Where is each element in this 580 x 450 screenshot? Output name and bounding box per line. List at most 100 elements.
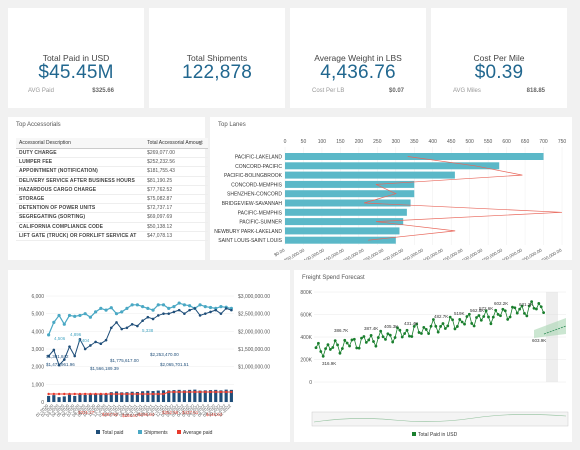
shipments-point [83,312,87,316]
total-paid-point [458,318,462,321]
data-label: 4,506 [54,336,66,341]
average-paid-point [125,392,129,396]
average-paid-point [198,390,202,394]
total-paid-bar [146,390,150,402]
shipments-point [114,312,119,316]
kpi-sub: AVG Paid $325.66 [28,88,114,94]
column-header-description[interactable]: Accessorial Description [16,138,145,149]
lane-bar [285,227,400,235]
point-label: 562.8K [470,308,484,313]
top-tick-label: 450 [447,139,456,145]
table-row[interactable]: SEGREGATING (SORTING) $69,097.69 [16,212,208,223]
total-paid-point [398,328,402,332]
average-paid-point [57,392,61,396]
table-row[interactable]: LIFT GATE (TRUCK) OR FORKLIFT SERVICE AT… [16,231,208,241]
table-row[interactable]: HAZARDOUS CARGO CHARGE $77,762.52 [16,185,208,195]
total-paid-point [412,324,416,328]
top-tick-label: 50 [301,139,307,145]
column-header-amount[interactable]: Total Accessorial Amount [144,138,208,149]
total-paid-point [515,311,519,315]
table-row[interactable]: DETENTION OF POWER UNITS $72,737.17 [16,203,208,214]
row-amount: $252,232.56 [144,157,208,168]
total-paid-point [183,312,186,315]
shipments-point [130,303,134,307]
total-paid-point [518,307,522,311]
total-paid-bar [47,395,51,402]
point-label: 519K [454,311,465,316]
row-amount: $50,138.12 [144,222,208,232]
total-paid-point [52,348,56,352]
total-paid-point [388,333,392,337]
shipments-point [135,303,139,307]
data-label: $1,775,617.00 [110,358,139,363]
total-paid-bar [135,391,139,402]
total-paid-point [503,309,507,313]
total-paid-bar [52,395,56,402]
total-paid-point [120,327,124,331]
average-paid-point [120,392,123,396]
shipments-point [125,306,129,310]
lane-bar [285,180,415,188]
total-paid-point [219,312,223,315]
table-row[interactable]: STORAGE $75,082.87 [16,194,208,205]
forecast-chart: 0 200K 400K 600K 800K 316.9K 386.7K 387.4K 405.3… [300,290,569,438]
bottom-tick-label: $200,000.00 [340,247,365,260]
top-tick-label: 750 [558,139,567,145]
row-description: DELIVERY SERVICE AFTER BUSINESS HOURS [16,176,145,186]
total-paid-bar [114,391,119,402]
total-paid-point [448,315,452,319]
lane-label: PACIFIC-LAKELAND [235,155,283,161]
kpi-sub-value: $325.66 [92,88,114,94]
average-paid-point [157,392,160,396]
table-row[interactable]: DELIVERY SERVICE AFTER BUSINESS HOURS $81… [16,176,208,186]
total-paid-bar [156,390,160,402]
table-row[interactable]: CALIFORNIA COMPLIANCE CODE $50,138.12 [16,222,208,232]
total-paid-point [451,318,454,322]
total-paid-point [453,327,457,331]
total-paid-bar [57,397,61,402]
forecast-region [546,292,558,382]
total-paid-point [115,321,118,324]
top-tick-label: 150 [336,139,345,145]
data-label: 4,404 [78,338,90,343]
lane-bar [285,190,415,198]
kpi-cost-per-mile: Cost Per Mile $0.39 AVG Miles 818.85 [431,8,567,108]
shipments-point [219,305,223,309]
bottom-tick-label: $400,000.00 [420,247,445,260]
sort-arrows-icon[interactable]: ⇅ [198,141,203,147]
total-paid-point [230,308,233,312]
total-paid-point [439,325,442,328]
total-paid-point [491,315,495,319]
total-paid-bar [224,389,228,402]
total-paid-point [386,332,390,336]
total-paid-point [324,347,327,351]
legend-label: Total Paid in USD [418,432,458,438]
total-paid-point [400,335,404,339]
table-row[interactable]: LUMPER FEE $252,232.56 [16,157,208,168]
total-paid-bar [172,390,176,402]
right-tick-label: $1,000,000.00 [238,365,270,371]
total-paid-point [355,346,359,350]
table-row[interactable]: DUTY CHARGE $269,077.00 [16,148,208,159]
data-label: $331.27 [78,410,95,415]
total-paid-point [434,324,438,328]
total-paid-bar [141,391,145,402]
lane-bar [285,236,396,244]
table-row[interactable]: APPOINTMENT (NOTIFICATION) $181,755.43 [16,166,208,177]
lane-bar [285,208,407,216]
row-amount: $77,762.52 [144,185,208,195]
data-label: $352.68 [162,410,179,415]
lane-label: PACIFIC-SUMNER [239,220,282,226]
left-tick-label: 4,000 [31,329,44,335]
total-paid-point [68,345,71,348]
total-paid-point [482,315,486,318]
left-tick-label: 3,000 [31,347,44,353]
average-paid-point [214,390,217,394]
bottom-tick-label: $700,000.00 [538,247,563,260]
average-paid-point [78,392,82,396]
total-paid-point [372,340,375,343]
top-tick-label: 100 [318,139,327,145]
average-paid-point [99,392,103,396]
total-paid-bar [161,390,166,402]
total-paid-point [436,330,440,334]
